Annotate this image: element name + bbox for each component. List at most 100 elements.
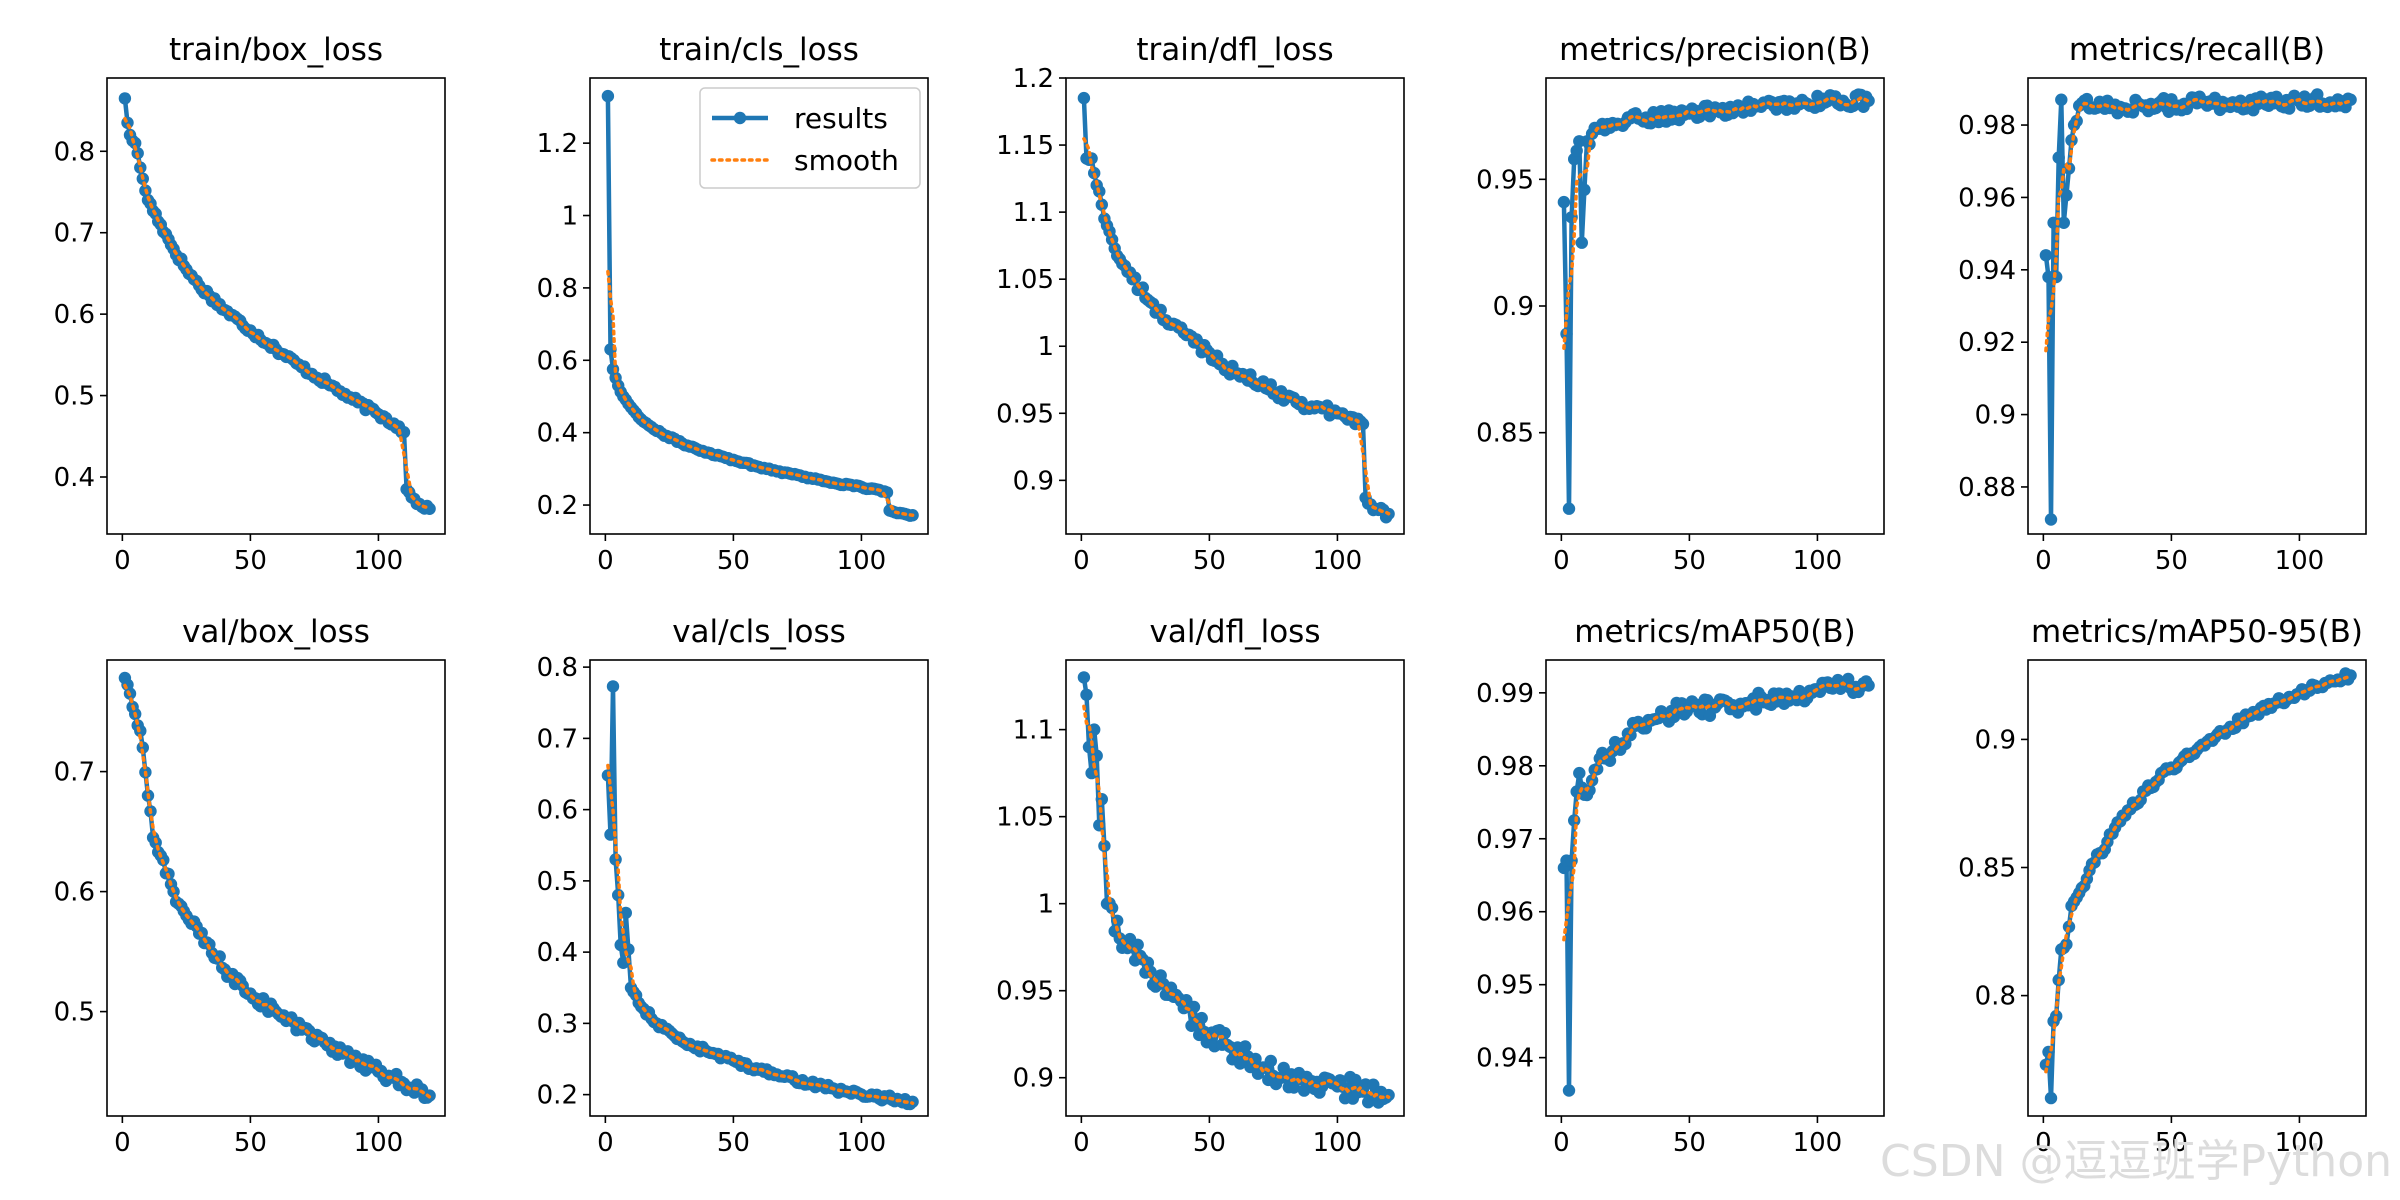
panel-val-dfl-loss: val/dfl_loss 0 50 100 0.9 0.95 1 1.05 1.1 (996, 614, 1405, 1158)
smooth-line (1082, 137, 1391, 516)
y-tick-label: 0.2 (537, 1081, 578, 1111)
results-point (1111, 914, 1124, 927)
watermark-text: CSDN @逗逗班学Python (1880, 1136, 2392, 1187)
x-tick-label: 100 (2275, 1128, 2325, 1158)
y-tick-label: 0.95 (1476, 971, 1534, 1001)
panel-title: train/box_loss (169, 32, 383, 68)
results-point (1093, 819, 1106, 832)
axes-frame (589, 77, 929, 535)
results-point (2344, 669, 2357, 682)
x-tick-label: 50 (234, 1128, 267, 1158)
x-tick-label: 100 (837, 1128, 887, 1158)
x-tick-label: 0 (597, 1128, 614, 1158)
y-tick-label: 0.9 (1975, 401, 2016, 431)
x-tick-label: 0 (1073, 546, 1090, 576)
y-tick-label: 1.15 (996, 131, 1054, 161)
y-tick-label: 0.88 (1958, 473, 2016, 503)
y-tick-label: 0.9 (1975, 725, 2016, 755)
results-point (1557, 195, 1571, 209)
results-point (1382, 1088, 1395, 1102)
results-point (1154, 303, 1167, 317)
y-tick-label: 0.4 (537, 938, 578, 968)
smooth-line (1562, 95, 1871, 350)
results-line (2043, 92, 2352, 522)
panel-title: train/cls_loss (659, 32, 859, 68)
smooth-line (1562, 681, 1871, 942)
panel-val-cls-loss: val/cls_loss 0 50 100 0.2 0.3 0.4 0.5 0.6 0.7 0.8 (537, 614, 929, 1158)
results-point (1749, 703, 1763, 716)
x-tick-label: 50 (717, 546, 750, 576)
legend-results-label: results (794, 102, 888, 135)
y-tick-label: 0.95 (996, 399, 1054, 429)
panel-title: metrics/mAP50-95(B) (2031, 614, 2363, 650)
results-point (2311, 88, 2324, 101)
results-markers (1077, 91, 1395, 524)
smooth-line (2044, 674, 2353, 1074)
x-tick-label: 100 (1793, 1128, 1843, 1158)
results-markers (2039, 88, 2357, 526)
y-tick-label: 0.8 (537, 274, 578, 304)
results-point (1085, 766, 1098, 780)
y-tick-label: 0.6 (54, 300, 95, 330)
panel-metrics-map50-95-b: metrics/mAP50-95(B) 0 50 100 0.8 0.85 0.9 (1958, 614, 2367, 1158)
axes-frame (106, 77, 446, 535)
y-tick-label: 1 (1037, 332, 1054, 362)
y-tick-label: 0.96 (1476, 898, 1534, 928)
y-tick-label: 0.85 (1958, 854, 2016, 884)
results-point (2062, 920, 2076, 933)
results-markers (118, 92, 436, 515)
results-point (1562, 502, 1576, 515)
results-point (1077, 671, 1091, 684)
results-markers (1077, 671, 1395, 1109)
x-tick-label: 100 (2275, 546, 2325, 576)
y-tick-label: 0.5 (54, 998, 95, 1028)
y-tick-label: 1 (561, 202, 578, 232)
x-tick-label: 100 (354, 546, 404, 576)
y-tick-label: 0.99 (1476, 679, 1534, 709)
panel-metrics-precision-b: metrics/precision(B) 0 50 100 0.85 0.9 0.95 (1476, 32, 1885, 576)
panel-train-box-loss: train/box_loss 0 50 100 0.4 0.5 0.6 0.7 0.8 (54, 32, 446, 576)
results-line (1081, 98, 1391, 520)
axes-frame (2027, 659, 2367, 1117)
smooth-line (2044, 97, 2353, 353)
y-tick-label: 0.95 (1476, 165, 1534, 195)
results-line (605, 684, 915, 1107)
y-tick-label: 0.96 (1958, 183, 2016, 213)
smooth-line (123, 683, 432, 1099)
panel-val-box-loss: val/box_loss 0 50 100 0.5 0.6 0.7 (54, 614, 446, 1158)
panel-title: train/dfl_loss (1136, 32, 1333, 68)
panel-title: val/box_loss (182, 614, 370, 650)
results-point (1088, 723, 1101, 736)
y-tick-label: 0.8 (537, 653, 578, 683)
results-point (213, 950, 226, 963)
x-tick-label: 50 (2155, 1128, 2188, 1158)
y-tick-label: 0.98 (1476, 752, 1534, 782)
x-tick-label: 0 (2035, 546, 2052, 576)
y-tick-label: 0.97 (1476, 825, 1534, 855)
results-point (1562, 1084, 1576, 1097)
results-point (2055, 93, 2068, 106)
y-tick-label: 0.7 (54, 219, 95, 249)
x-tick-label: 100 (1793, 546, 1843, 576)
results-point (1136, 281, 1150, 294)
y-tick-label: 0.9 (1493, 292, 1534, 322)
results-point (1287, 1081, 1301, 1094)
results-point (2057, 216, 2070, 229)
y-tick-label: 0.8 (1975, 982, 2016, 1012)
x-tick-label: 0 (2035, 1128, 2052, 1158)
results-line (2043, 671, 2353, 1101)
results-point (1349, 1073, 1362, 1087)
results-point (1847, 99, 1860, 113)
panel-metrics-recall-b: metrics/recall(B) 0 50 100 0.88 0.9 0.92 0.94 0.… (1958, 32, 2367, 576)
results-markers (1557, 88, 1875, 515)
smooth-line (606, 763, 915, 1105)
results-point (601, 89, 615, 103)
results-point (2039, 249, 2053, 262)
results-point (1575, 236, 1589, 249)
panel-title: val/cls_loss (672, 614, 846, 650)
results-point (2044, 1091, 2058, 1105)
axes-frame (1545, 659, 1885, 1117)
x-tick-label: 50 (1673, 546, 1706, 576)
panel-train-dfl-loss: train/dfl_loss 0 50 100 0.9 0.95 1 1.05 1.1 1.15 1… (996, 32, 1405, 576)
axes-frame (1065, 77, 1405, 535)
